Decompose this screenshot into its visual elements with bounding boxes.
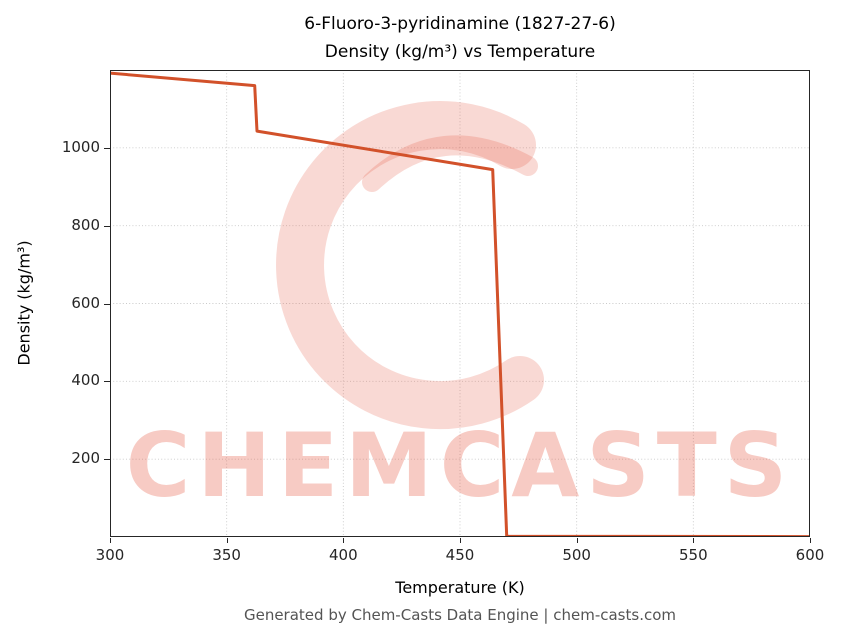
- y-tick-label: 1000: [61, 137, 100, 156]
- x-tick-label: 600: [795, 546, 825, 564]
- density-curve: [110, 71, 810, 537]
- chart-title: 6-Fluoro-3-pyridinamine (1827-27-6) Dens…: [110, 10, 810, 66]
- y-axis-label: Density (kg/m³): [14, 240, 34, 366]
- y-tick-mark: [104, 459, 110, 461]
- footer-text: Generated by Chem-Casts Data Engine | ch…: [243, 606, 677, 624]
- x-tick-mark: [810, 538, 811, 543]
- data-line-layer: [110, 71, 810, 537]
- y-tick-mark: [104, 225, 110, 227]
- y-tick-label: 800: [71, 215, 100, 234]
- x-tick-label: 450: [445, 546, 475, 564]
- y-tick-mark: [104, 381, 110, 383]
- grid-layer: [110, 70, 810, 537]
- y-tick-mark: [104, 303, 110, 305]
- x-tick-label: 550: [679, 546, 708, 564]
- x-tick-mark: [576, 538, 578, 543]
- x-tick-mark: [226, 538, 228, 543]
- x-tick-label: 400: [329, 546, 358, 564]
- x-axis-label: Temperature (K): [395, 578, 525, 597]
- x-tick-mark: [343, 538, 345, 543]
- y-tick-label: 600: [71, 293, 100, 312]
- x-tick-label: 300: [95, 546, 125, 564]
- x-tick-label: 350: [212, 546, 241, 564]
- x-tick-mark: [460, 538, 461, 543]
- y-tick-mark: [104, 147, 110, 149]
- chart-title-line2: Density (kg/m³) vs Temperature: [324, 42, 596, 62]
- chart-title-line1: 6-Fluoro-3-pyridinamine (1827-27-6): [304, 14, 616, 34]
- plot-area: CHEMCASTS: [110, 70, 810, 537]
- x-tick-mark: [693, 538, 695, 543]
- chemcasts-logo-watermark-icon: [276, 101, 544, 430]
- y-tick-label: 200: [71, 449, 100, 468]
- y-tick-label: 400: [71, 371, 100, 390]
- x-tick-label: 500: [562, 546, 591, 564]
- x-tick-mark: [110, 538, 111, 543]
